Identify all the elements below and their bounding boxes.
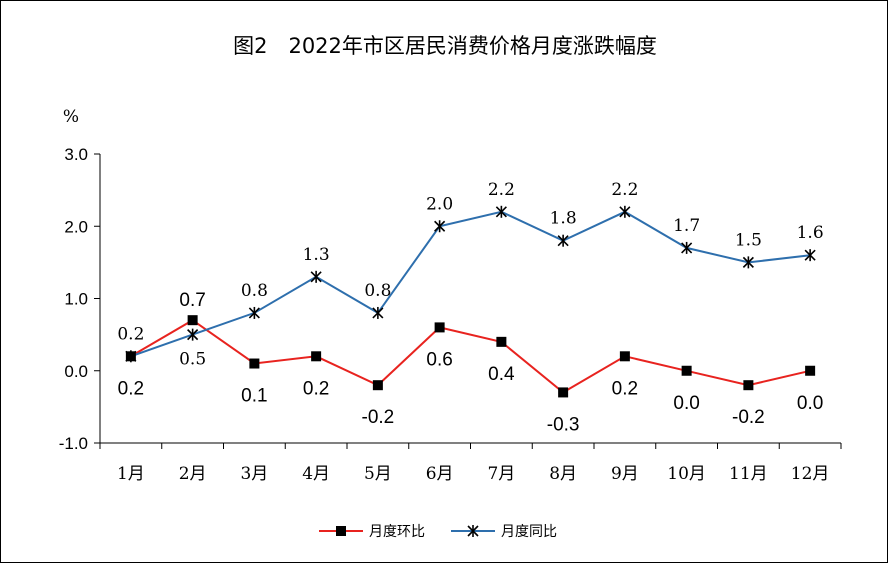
square-marker [372,380,383,391]
data-label: -0.2 [362,407,395,428]
asterisk-marker [619,205,631,218]
asterisk-marker [372,306,384,319]
square-marker [336,526,346,536]
data-label: 0.1 [241,386,267,407]
asterisk-marker [804,249,816,262]
legend-label: 月度环比 [369,524,425,540]
x-tick-label: 10月 [667,464,706,484]
legend: 月度环比 月度同比 [319,524,557,540]
asterisk-marker [434,220,446,233]
square-marker [434,322,445,333]
data-label: 0.4 [488,364,515,385]
square-marker [619,351,630,362]
square-marker [187,315,198,326]
data-label: 0.2 [612,378,638,399]
y-axis-unit: % [63,107,79,127]
data-label: -0.2 [732,407,765,428]
data-label: 1.3 [303,245,330,265]
x-tick-label: 6月 [426,464,454,484]
data-label: -0.3 [547,414,580,435]
x-tick-label: 11月 [729,464,768,484]
legend-label: 月度同比 [501,524,557,540]
data-label: 0.7 [179,290,205,311]
data-label: 0.0 [797,393,823,414]
series-line-1 [130,319,811,394]
asterisk-marker [125,350,137,363]
data-label: 1.5 [735,230,762,250]
square-marker [558,387,569,398]
x-tick-label: 9月 [611,464,639,484]
x-tick-label: 4月 [302,464,330,484]
data-label: 0.6 [426,349,452,370]
data-label: 0.5 [179,350,206,370]
asterisk-marker [495,205,507,218]
axes: 3.0 2.0 1.0 0.0 -1.0 1月 2月 3月 4月 5月 6月 7月 8月 9月 10月 11月… [59,145,842,484]
x-tick-label: 2月 [179,464,207,484]
x-tick-label: 7月 [487,464,515,484]
data-label: 2.0 [426,194,453,214]
data-label: 0.0 [673,393,699,414]
asterisk-marker [467,525,479,537]
square-marker [249,358,260,369]
data-label: 0.2 [303,378,329,399]
square-marker [681,365,692,376]
data-label: 1.8 [550,209,577,229]
y-tick-label: 3.0 [64,145,88,164]
series-line-2 [130,210,811,358]
x-tick-label: 5月 [364,464,392,484]
data-label: 1.6 [797,223,824,243]
square-marker [496,336,507,347]
data-label: 0.8 [364,281,391,301]
square-marker [805,365,816,376]
y-tick-label: 2.0 [64,217,88,236]
data-label: 0.2 [117,324,144,344]
asterisk-marker [742,256,754,269]
x-tick-label: 8月 [549,464,577,484]
x-tick-label: 12月 [791,464,830,484]
square-marker [311,351,322,362]
y-tick-label: -1.0 [59,434,88,453]
series-layer: 0.2 0.7 0.1 0.2 -0.2 0.6 0.4 -0.3 0.2 0.0 -0.2 0.0 0… [117,180,823,436]
asterisk-marker [248,306,260,319]
x-tick-label: 1月 [117,464,145,484]
data-label: 2.2 [488,180,515,200]
asterisk-marker [310,270,322,283]
x-tick-label: 3月 [240,464,268,484]
data-label: 0.2 [118,378,144,399]
y-tick-label: 1.0 [64,290,88,309]
chart-title: 图2 2022年市区居民消费价格月度涨跌幅度 [233,34,657,58]
data-label: 0.8 [241,281,268,301]
asterisk-marker [681,241,693,254]
data-label: 1.7 [673,216,700,236]
y-tick-label: 0.0 [64,362,88,381]
data-label: 2.2 [611,180,638,200]
asterisk-marker [557,234,569,247]
square-marker [743,380,754,391]
asterisk-marker [187,328,199,341]
